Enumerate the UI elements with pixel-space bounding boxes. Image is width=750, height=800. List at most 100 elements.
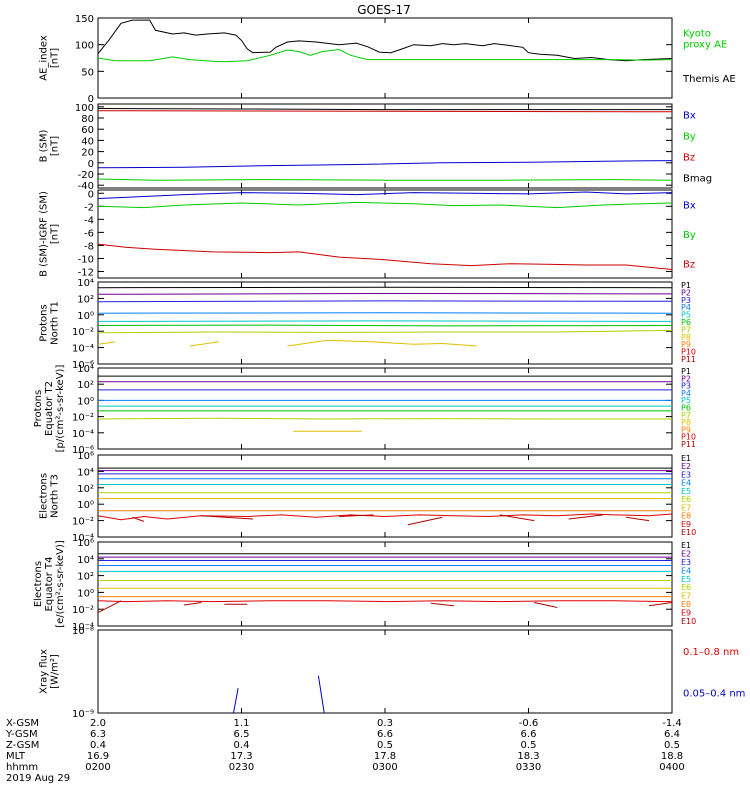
y-tick-label: 100 [75, 41, 94, 52]
x-row-value: 0300 [372, 762, 397, 773]
y-axis-label: AE_index [39, 35, 50, 81]
series-line [98, 513, 672, 521]
x-row-value: 0.3 [377, 718, 393, 729]
series-group [98, 191, 672, 270]
y-axis-label: Protons [39, 304, 50, 341]
x-row-value: 0.4 [234, 740, 250, 751]
series-line [98, 160, 672, 169]
legend-entry: E10 [681, 528, 696, 537]
panel-frame [97, 103, 673, 189]
panel-xray: 10⁻⁸ 10⁻⁹ Xray flux [W/m²] 0.1–0.8 nm 0.05–0.… [39, 626, 746, 720]
y-axis-label: Electrons [33, 561, 44, 607]
legend-entry: P2 [681, 288, 691, 297]
series-group [98, 19, 672, 63]
y-axis-label: North T3 [50, 474, 61, 518]
y-tick-label: 150 [75, 14, 94, 25]
y-tick-label: 10⁻⁴ [72, 344, 94, 355]
series-group [233, 675, 325, 713]
series-line [339, 514, 374, 517]
legend-entry: E8 [681, 512, 691, 521]
x-axis-labels: X-GSM 2.0 1.1 0.3 -0.6 -1.4 Y-GSM 6.3 6.5 6.6 6.6 6… [5, 718, 685, 784]
series-group [98, 553, 672, 614]
legend-entry: Bz [683, 259, 695, 270]
y-tick-label: 100 [75, 103, 94, 114]
plot-title: GOES-17 [357, 3, 411, 17]
y-tick-label: 0 [88, 94, 94, 105]
y-tick-label: 10⁰ [77, 396, 94, 407]
legend-entry: E1 [681, 541, 691, 550]
legend-entry: P7 [681, 411, 691, 420]
x-row-label: Z-GSM [6, 740, 39, 751]
series-line [98, 108, 672, 111]
x-row-value: 0.5 [377, 740, 393, 751]
legend-entry: Kyoto [683, 29, 711, 40]
series-line [98, 178, 672, 181]
x-row-value: 0330 [516, 762, 541, 773]
y-tick-label: 40 [81, 136, 94, 147]
legend: 0.1–0.8 nm 0.05–0.4 nm [683, 647, 745, 700]
legend-entry: P8 [681, 333, 691, 342]
legend-entry: E4 [681, 566, 691, 575]
x-row-value: 17.8 [374, 751, 396, 762]
y-axis-label: Electrons [39, 473, 50, 519]
legend-entry: P6 [681, 404, 691, 413]
x-row-value: -0.6 [519, 718, 539, 729]
series-line [98, 600, 672, 603]
series-line [98, 324, 672, 327]
legend-entry: P6 [681, 318, 691, 327]
series-line [98, 320, 672, 322]
y-tick-label: 10⁴ [77, 278, 94, 289]
panel-electrons-equator: 10⁶ 10⁴ 10² 10⁰ 10⁻² 10⁻⁴ Electrons Equator T4[… [33, 538, 696, 633]
y-tick-label: 10⁻⁶ [72, 360, 94, 371]
series-line [184, 602, 202, 606]
legend-entry: E5 [681, 575, 691, 584]
y-tick-label: 10⁻⁶ [72, 445, 94, 456]
x-row-value: 0200 [85, 762, 110, 773]
x-row-value: 6.4 [664, 729, 680, 740]
x-row-value: 0.4 [90, 740, 106, 751]
y-tick-label: 10⁻⁴ [72, 533, 94, 544]
series-line [189, 341, 219, 347]
x-row-value: 18.8 [661, 751, 683, 762]
series-line [98, 48, 672, 63]
y-tick-label: 0 [88, 159, 94, 170]
series-line [407, 516, 443, 526]
series-line [98, 243, 672, 270]
legend-entry: Themis AE [682, 74, 736, 85]
x-row-value: 6.6 [377, 729, 393, 740]
x-row-label: MLT [6, 751, 26, 762]
legend-entry: P11 [681, 355, 696, 364]
legend-entry: P3 [681, 382, 691, 391]
series-line [98, 417, 672, 420]
x-row-value: 6.6 [521, 729, 537, 740]
series-line [233, 688, 239, 713]
series-line [98, 300, 672, 303]
y-tick-label: 10⁶ [77, 451, 94, 462]
y-tick-label: 10⁶ [77, 538, 94, 549]
x-row-value: 2.0 [90, 718, 106, 729]
legend-entry: Bx [683, 111, 696, 122]
legend-entry: P9 [681, 340, 691, 349]
y-tick-label: 60 [81, 125, 94, 136]
y-tick-label: 50 [81, 67, 94, 78]
series-line [98, 110, 672, 113]
x-row-label: Y-GSM [5, 729, 38, 740]
series-line [98, 329, 672, 334]
legend-entry: E5 [681, 487, 691, 496]
series-line [648, 602, 672, 607]
y-axis-label: Protons [33, 390, 44, 427]
y-tick-label: 10² [77, 380, 94, 391]
y-tick-label: 10⁴ [77, 467, 94, 478]
series-line [132, 516, 145, 522]
y-tick-label: 20 [81, 148, 94, 159]
y-tick-label: 10⁰ [77, 588, 94, 599]
legend-entry: Bz [683, 153, 695, 164]
legend: Bx By Bz [683, 201, 696, 271]
y-tick-label: -2 [84, 202, 94, 213]
legend-entry: E7 [681, 592, 691, 601]
x-row-label: hhmm [6, 762, 38, 773]
